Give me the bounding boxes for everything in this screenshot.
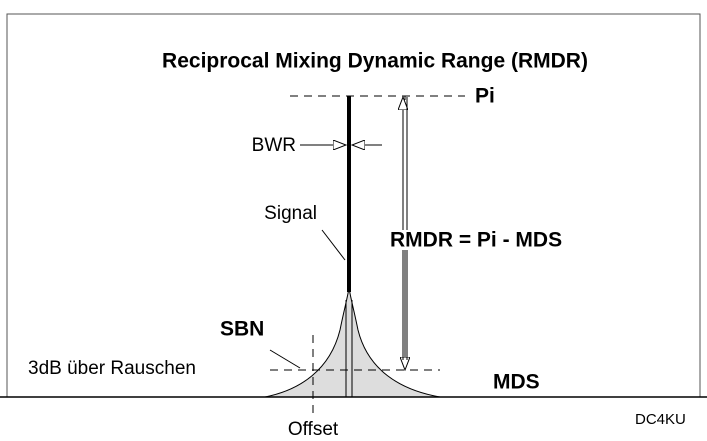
author-label: DC4KU xyxy=(635,411,686,428)
sbn-leader xyxy=(269,349,301,369)
signal-label: Signal xyxy=(264,203,317,224)
bwr-label: BWR xyxy=(252,135,296,156)
formula-label: RMDR = Pi - MDS xyxy=(390,229,562,252)
threshold-label: 3dB über Rauschen xyxy=(28,358,196,379)
title: Reciprocal Mixing Dynamic Range (RMDR) xyxy=(162,50,588,73)
pi-label: Pi xyxy=(475,85,495,108)
frame xyxy=(6,13,701,397)
offset-label: Offset xyxy=(288,419,339,440)
sbn-label: SBN xyxy=(220,318,264,341)
mds-label: MDS xyxy=(493,371,540,394)
signal-leader xyxy=(321,229,346,261)
